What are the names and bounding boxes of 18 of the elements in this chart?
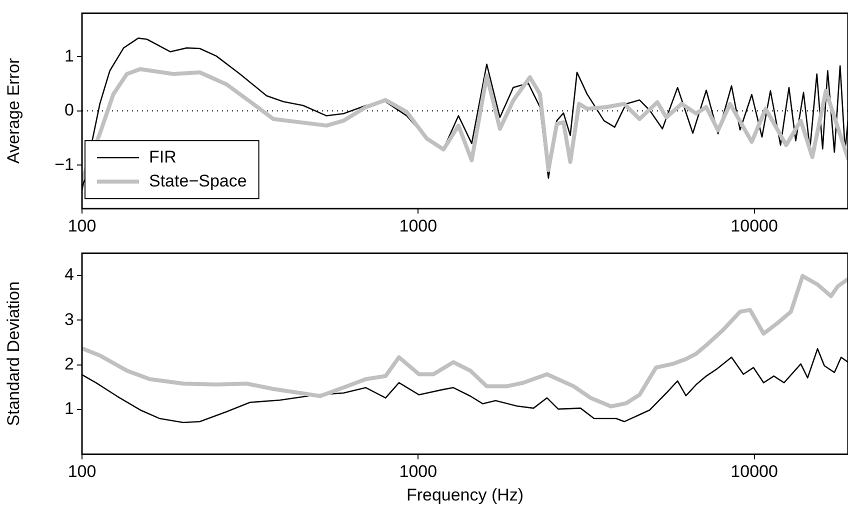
- y-axis-title: Average Error: [4, 58, 23, 164]
- y-axis-title: Standard Deviation: [4, 281, 23, 426]
- legend-label: FIR: [149, 147, 176, 166]
- x-tick-label: 1000: [399, 462, 438, 482]
- legend-label: State−Space: [149, 171, 247, 190]
- y-tick-label: 1: [64, 46, 74, 66]
- y-tick-label: 4: [64, 265, 74, 284]
- x-tick-label: 1000: [399, 216, 438, 236]
- y-tick-label: 3: [64, 310, 74, 329]
- y-tick-label: 2: [64, 354, 74, 374]
- x-tick-label: 10000: [730, 462, 778, 482]
- x-tick-label: 100: [68, 216, 96, 236]
- x-tick-label: 10000: [730, 216, 778, 236]
- y-tick-label: 0: [64, 100, 74, 120]
- x-axis-title: Frequency (Hz): [406, 485, 524, 504]
- y-tick-label: 1: [64, 399, 74, 418]
- y-tick-label: −1: [54, 154, 74, 174]
- x-tick-label: 100: [68, 462, 96, 482]
